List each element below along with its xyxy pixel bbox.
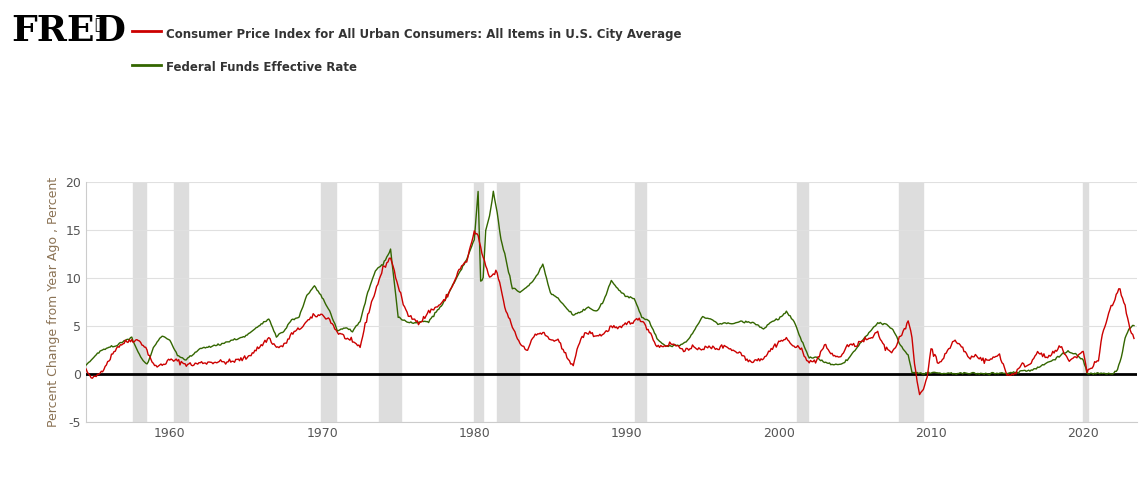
Bar [797,182,808,422]
Text: FRED: FRED [11,14,126,48]
Bar [173,182,187,422]
Bar [379,182,401,422]
Bar [133,182,146,422]
Bar [635,182,645,422]
Bar [320,182,336,422]
Bar [497,182,519,422]
Text: 📈: 📈 [94,17,103,32]
Y-axis label: Percent Change from Year Ago , Percent: Percent Change from Year Ago , Percent [47,177,60,428]
Text: Federal Funds Effective Rate: Federal Funds Effective Rate [166,61,357,74]
Bar [474,182,483,422]
Bar [1084,182,1088,422]
Bar [899,182,923,422]
Text: Consumer Price Index for All Urban Consumers: All Items in U.S. City Average: Consumer Price Index for All Urban Consu… [166,28,682,41]
